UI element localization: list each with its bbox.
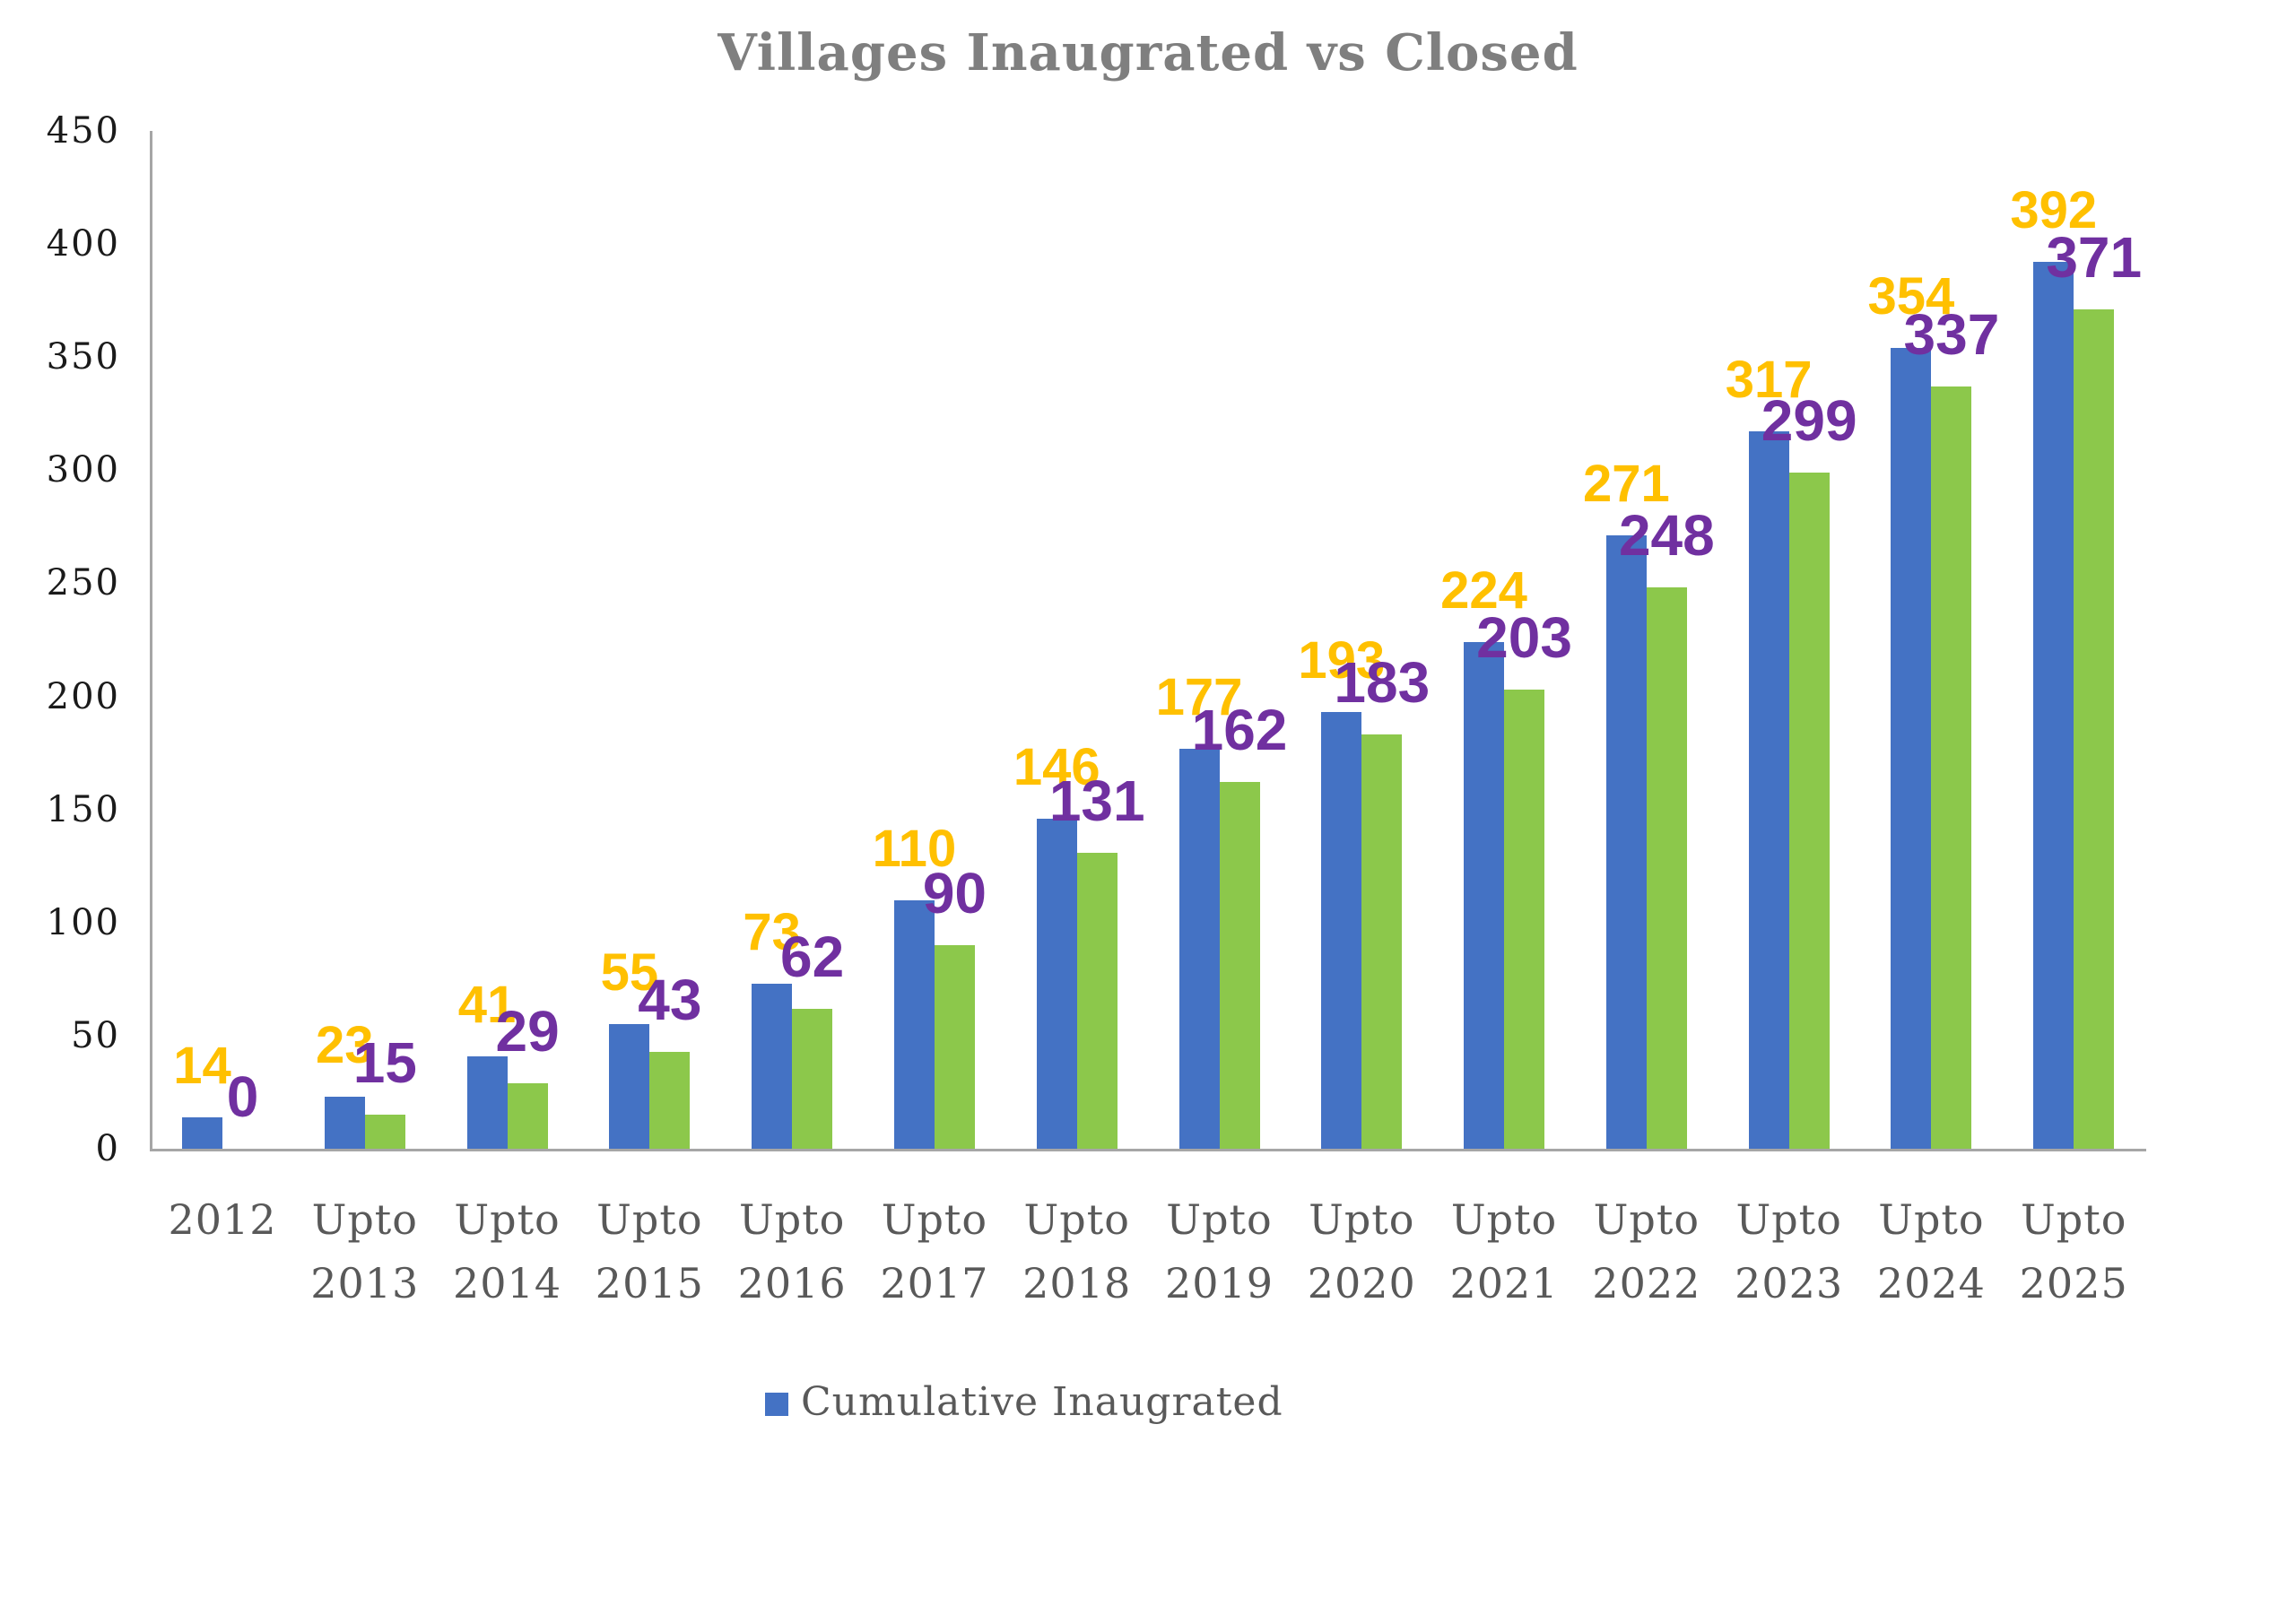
data-label-inaugrated: 224: [1440, 561, 1527, 620]
bar-inaugrated: [1178, 749, 1220, 1149]
data-label-closed: 90: [922, 861, 987, 925]
bar-inaugrated: [1036, 819, 1077, 1149]
x-axis-label: Upto 2020: [1307, 1195, 1416, 1307]
data-label-closed: 43: [638, 968, 702, 1032]
data-label-inaugrated: 110: [872, 820, 957, 878]
bar-closed: [1931, 386, 1972, 1149]
bar-closed: [1076, 853, 1118, 1149]
bar-closed: [1504, 690, 1545, 1149]
bar-inaugrated: [752, 984, 793, 1149]
data-label-inaugrated: 317: [1725, 351, 1813, 409]
data-label-closed: 371: [2046, 225, 2143, 290]
data-label-inaugrated: 14: [173, 1037, 231, 1095]
bar-inaugrated: [324, 1097, 365, 1149]
y-axis-tick-label: 100: [46, 901, 120, 943]
bar-inaugrated: [2033, 262, 2074, 1149]
x-axis-label: Upto 2016: [737, 1195, 847, 1307]
bar-inaugrated: [466, 1056, 508, 1149]
bar-inaugrated: [182, 1117, 222, 1149]
bar-closed: [934, 945, 975, 1149]
data-label-closed: 183: [1334, 650, 1431, 715]
data-label-closed: 131: [1048, 769, 1145, 833]
y-axis-tick-label: 450: [46, 110, 120, 152]
data-label-inaugrated: 354: [1867, 267, 1955, 326]
x-axis-label: Upto 2013: [310, 1195, 420, 1307]
data-label-closed: 15: [352, 1030, 417, 1095]
y-axis-line: [150, 131, 152, 1151]
chart-title: Villages Inaugrated vs Closed: [718, 23, 1578, 83]
data-label-closed: 299: [1761, 388, 1857, 453]
data-label-closed: 0: [226, 1064, 259, 1129]
data-label-closed: 248: [1618, 503, 1715, 568]
x-axis-label: 2012: [168, 1195, 277, 1244]
x-axis-label: Upto 2014: [453, 1195, 562, 1307]
data-label-inaugrated: 55: [600, 943, 659, 1002]
data-label-inaugrated: 177: [1155, 668, 1243, 726]
data-label-closed: 337: [1903, 302, 2000, 367]
data-label-inaugrated: 193: [1298, 631, 1386, 690]
x-axis-label: Upto 2015: [595, 1195, 704, 1307]
legend: Cumulative Inaugrated: [765, 1379, 1283, 1425]
y-axis-tick-label: 300: [46, 449, 120, 491]
data-label-inaugrated: 23: [316, 1016, 374, 1074]
data-label-inaugrated: 271: [1582, 455, 1670, 513]
data-label-inaugrated: 73: [743, 903, 801, 961]
bar-closed: [1219, 782, 1260, 1149]
bar-closed: [507, 1083, 548, 1149]
bar-inaugrated: [609, 1024, 650, 1149]
bar-inaugrated: [893, 900, 935, 1149]
bar-inaugrated: [1891, 348, 1932, 1149]
x-axis-label: Upto 2024: [1876, 1195, 1986, 1307]
x-axis-label: Upto 2023: [1735, 1195, 1844, 1307]
bar-closed: [792, 1009, 833, 1149]
bar-closed: [364, 1115, 405, 1149]
legend-swatch-inaugrated: [765, 1392, 788, 1416]
x-axis-label: Upto 2018: [1022, 1195, 1132, 1307]
data-label-inaugrated: 146: [1013, 738, 1100, 796]
bar-closed: [1361, 734, 1403, 1149]
x-axis-label: Upto 2021: [1449, 1195, 1559, 1307]
bar-inaugrated: [1464, 642, 1505, 1149]
y-axis-tick-label: 50: [71, 1014, 120, 1056]
data-label-closed: 29: [495, 999, 560, 1064]
y-axis-tick-label: 150: [46, 788, 120, 830]
bar-closed: [2074, 309, 2115, 1149]
x-axis-label: Upto 2017: [880, 1195, 989, 1307]
data-label-closed: 62: [780, 925, 845, 989]
y-axis-tick-label: 0: [95, 1128, 120, 1169]
bar-closed: [1788, 473, 1830, 1149]
bar-closed: [649, 1052, 691, 1149]
x-axis-label: Upto 2019: [1164, 1195, 1274, 1307]
bar-inaugrated: [1321, 712, 1362, 1149]
x-axis-label: Upto 2025: [2019, 1195, 2128, 1307]
x-axis-line: [150, 1149, 2146, 1151]
y-axis-tick-label: 250: [46, 562, 120, 604]
data-label-inaugrated: 392: [2010, 181, 2098, 239]
data-label-closed: 203: [1476, 605, 1572, 670]
data-label-closed: 162: [1191, 698, 1288, 762]
legend-label-inaugrated: Cumulative Inaugrated: [801, 1379, 1283, 1425]
bar-closed: [1646, 587, 1687, 1149]
y-axis-tick-label: 200: [46, 675, 120, 717]
bar-inaugrated: [1605, 535, 1647, 1149]
data-label-inaugrated: 41: [457, 976, 517, 1034]
y-axis-tick-label: 400: [46, 223, 120, 265]
x-axis-label: Upto 2022: [1592, 1195, 1701, 1307]
bar-inaugrated: [1748, 431, 1789, 1149]
y-axis-tick-label: 350: [46, 336, 120, 378]
